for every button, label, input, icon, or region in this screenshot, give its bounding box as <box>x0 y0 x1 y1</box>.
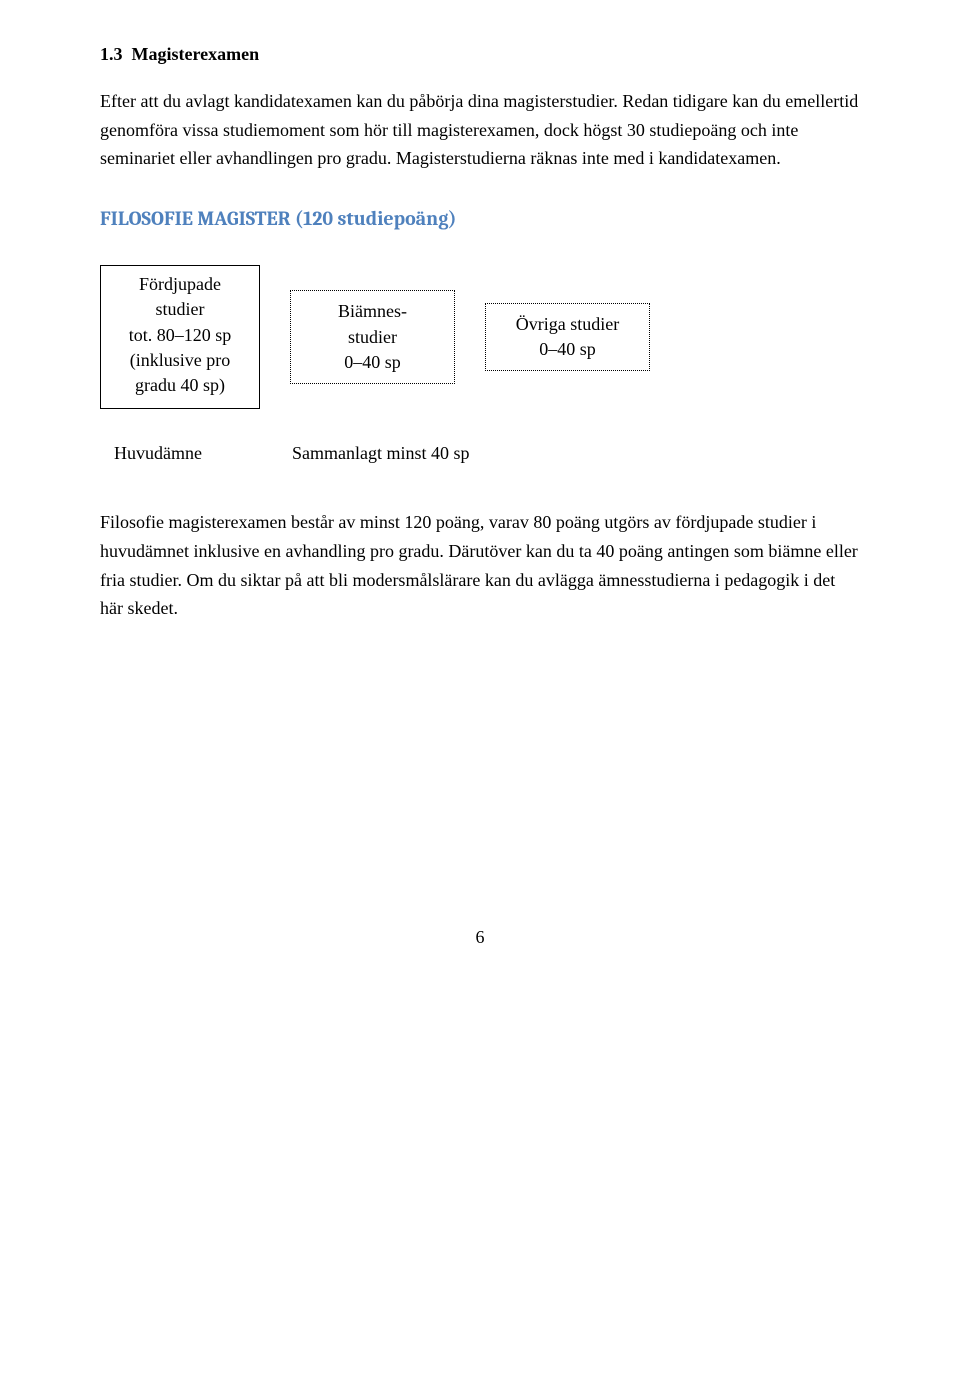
diagram-summary-row: Huvudämne Sammanlagt minst 40 sp <box>114 439 860 468</box>
box1-line2: studier <box>156 299 205 319</box>
box2-line2: studier <box>348 327 397 347</box>
section-number: 1.3 <box>100 44 123 64</box>
main-subject-box: Fördjupade studier tot. 80–120 sp (inklu… <box>100 265 260 409</box>
box2-line1: Biämnes- <box>338 301 407 321</box>
box3-line2: 0–40 sp <box>539 339 596 359</box>
intro-paragraph: Efter att du avlagt kandidatexamen kan d… <box>100 87 860 173</box>
page-number: 6 <box>100 923 860 952</box>
box1-line3: tot. 80–120 sp <box>129 325 232 345</box>
diagram-boxes-row: Fördjupade studier tot. 80–120 sp (inklu… <box>100 265 860 409</box>
box2-line3: 0–40 sp <box>344 352 401 372</box>
summary-left-label: Huvudämne <box>114 439 202 468</box>
other-studies-box: Övriga studier 0–40 sp <box>485 303 650 371</box>
box1-line4: (inklusive pro <box>130 350 231 370</box>
degree-heading: FILOSOFIE MAGISTER (120 studiepoäng) <box>100 203 860 235</box>
section-title: Magisterexamen <box>132 44 260 64</box>
box1-line1: Fördjupade <box>139 274 221 294</box>
box3-line1: Övriga studier <box>516 314 619 334</box>
box1-line5: gradu 40 sp) <box>135 375 225 395</box>
summary-right-label: Sammanlagt minst 40 sp <box>292 439 470 468</box>
minor-subject-box: Biämnes- studier 0–40 sp <box>290 290 455 384</box>
section-heading: 1.3 Magisterexamen <box>100 40 860 69</box>
body-paragraph: Filosofie magisterexamen består av minst… <box>100 508 860 623</box>
